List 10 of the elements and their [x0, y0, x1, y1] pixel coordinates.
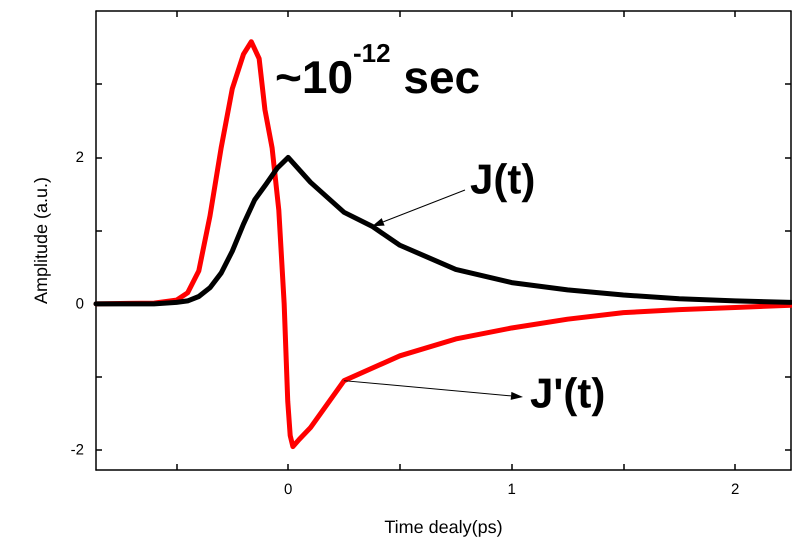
y-tick-label: 0: [76, 295, 84, 312]
x-axis-title: Time dealy(ps): [384, 517, 503, 537]
x-tick-label: 2: [730, 481, 740, 498]
x-tick-label: 0: [284, 481, 292, 498]
y-axis-title: Amplitude (a.u.): [31, 176, 51, 304]
annotation: J(t): [470, 156, 536, 202]
y-tick-label: -2: [70, 442, 84, 459]
y-tick-label: 2: [76, 148, 84, 166]
annotation: J'(t): [530, 370, 606, 416]
x-tick-label: 1: [507, 481, 516, 498]
